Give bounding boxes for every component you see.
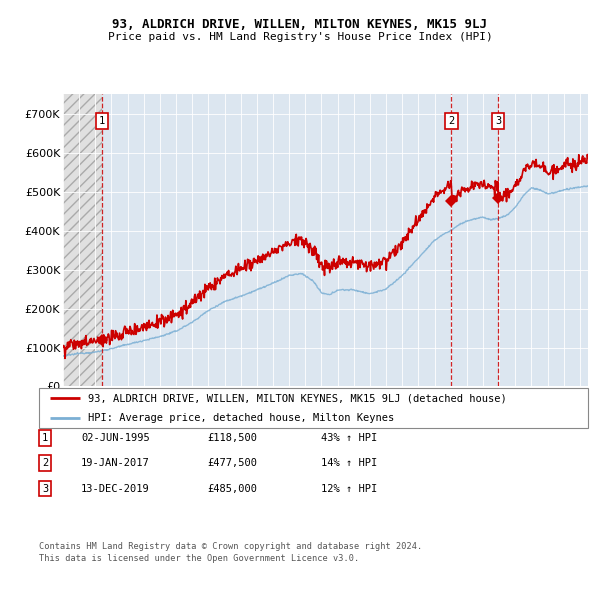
Text: 12% ↑ HPI: 12% ↑ HPI <box>321 484 377 493</box>
Text: 02-JUN-1995: 02-JUN-1995 <box>81 433 150 442</box>
Text: 2: 2 <box>448 116 455 126</box>
Text: 1: 1 <box>42 433 48 442</box>
Text: 14% ↑ HPI: 14% ↑ HPI <box>321 458 377 468</box>
Text: 3: 3 <box>495 116 502 126</box>
Text: £485,000: £485,000 <box>207 484 257 493</box>
Text: 93, ALDRICH DRIVE, WILLEN, MILTON KEYNES, MK15 9LJ: 93, ALDRICH DRIVE, WILLEN, MILTON KEYNES… <box>113 18 487 31</box>
Text: HPI: Average price, detached house, Milton Keynes: HPI: Average price, detached house, Milt… <box>88 413 395 422</box>
Text: 3: 3 <box>42 484 48 493</box>
Text: Contains HM Land Registry data © Crown copyright and database right 2024.: Contains HM Land Registry data © Crown c… <box>39 542 422 552</box>
Text: 1: 1 <box>99 116 105 126</box>
Text: £118,500: £118,500 <box>207 433 257 442</box>
Text: This data is licensed under the Open Government Licence v3.0.: This data is licensed under the Open Gov… <box>39 554 359 563</box>
Text: £477,500: £477,500 <box>207 458 257 468</box>
Bar <box>63 94 102 386</box>
Text: Price paid vs. HM Land Registry's House Price Index (HPI): Price paid vs. HM Land Registry's House … <box>107 32 493 42</box>
Text: 93, ALDRICH DRIVE, WILLEN, MILTON KEYNES, MK15 9LJ (detached house): 93, ALDRICH DRIVE, WILLEN, MILTON KEYNES… <box>88 394 507 404</box>
Text: 43% ↑ HPI: 43% ↑ HPI <box>321 433 377 442</box>
Text: 19-JAN-2017: 19-JAN-2017 <box>81 458 150 468</box>
Text: 2: 2 <box>42 458 48 468</box>
Text: 13-DEC-2019: 13-DEC-2019 <box>81 484 150 493</box>
